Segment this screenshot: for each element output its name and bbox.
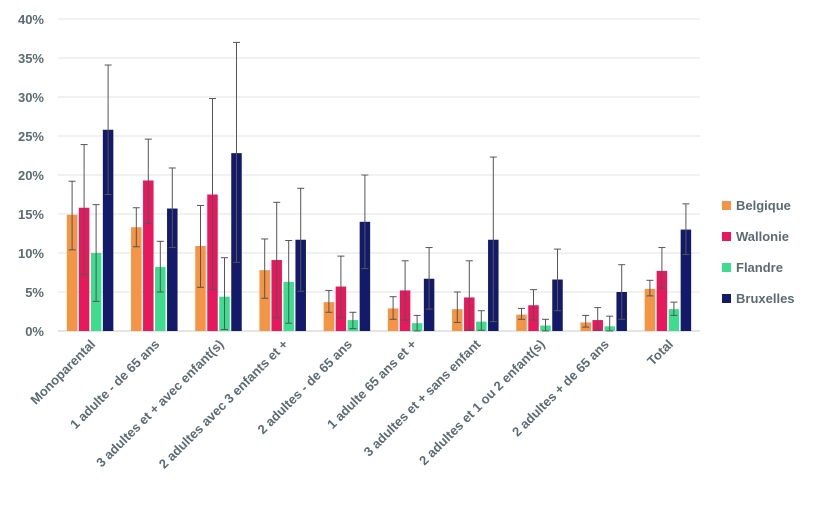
bars [66, 129, 692, 331]
error-bar-belgique-1-adulte-65-ans-et [389, 296, 397, 320]
bar-flandre-total [668, 309, 680, 331]
error-bar-flandre-monoparental [92, 204, 100, 302]
error-bar-wallonie-2-adultes-de-65-ans [594, 307, 602, 331]
x-tick-label-2-adultes-et-1-ou-2-enfant-s: 2 adultes et 1 ou 2 enfant(s) [416, 337, 548, 469]
error-bar-belgique-3-adultes-et-avec-enfant-s [197, 204, 204, 288]
y-tick-label: 0% [25, 324, 44, 339]
y-tick-label: 35% [18, 51, 44, 66]
legend-item-wallonie: Wallonie [722, 221, 812, 252]
legend-label-bruxelles: Bruxelles [736, 291, 795, 306]
x-tick-label-monoparental: Monoparental [27, 337, 98, 408]
bar-bruxelles-total [680, 229, 692, 331]
error-bar-flandre-1-adulte-de-65-ans [156, 240, 164, 293]
error-bar-wallonie-2-adultes-et-1-ou-2-enfant-s [530, 289, 537, 321]
error-bar-bruxelles-2-adultes-avec-3-enfants-et [297, 187, 305, 292]
x-tick-label-total: Total [644, 337, 676, 369]
legend-swatch-flandre [722, 263, 731, 272]
x-tick-label-2-adultes-avec-3-enfants-et: 2 adultes avec 3 enfants et + [156, 336, 291, 471]
bar-belgique-total [644, 288, 656, 331]
legend-item-bruxelles: Bruxelles [722, 283, 812, 314]
error-bars [68, 41, 690, 332]
legend-item-belgique: Belgique [722, 190, 812, 221]
error-bar-flandre-total [670, 301, 678, 316]
error-bar-belgique-2-adultes-et-1-ou-2-enfant-s [518, 307, 525, 320]
x-tick-label-3-adultes-et-avec-enfant-s: 3 adultes et + avec enfant(s) [93, 337, 226, 470]
y-axis-ticks: 0% 5% 10% 15% 20% 25% 30% 35% 40% [18, 12, 44, 339]
error-bar-flandre-2-adultes-de-65-ans [349, 311, 357, 330]
error-bar-bruxelles-1-adulte-de-65-ans [168, 167, 176, 249]
error-bar-flandre-1-adulte-65-ans-et [413, 314, 421, 332]
error-bar-wallonie-monoparental [80, 144, 88, 276]
error-bar-wallonie-1-adulte-de-65-ans [144, 138, 152, 224]
bar-belgique-monoparental [66, 214, 78, 331]
error-bar-flandre-3-adultes-et-avec-enfant-s [221, 257, 228, 330]
error-bar-wallonie-1-adulte-65-ans-et [401, 260, 409, 321]
legend-label-wallonie: Wallonie [736, 229, 789, 244]
error-bar-belgique-1-adulte-de-65-ans [132, 207, 140, 248]
y-tick-label: 40% [18, 12, 44, 27]
legend-swatch-bruxelles [722, 294, 731, 303]
y-tick-label: 20% [18, 168, 44, 183]
error-bar-belgique-monoparental [68, 180, 76, 251]
error-bar-bruxelles-2-adultes-de-65-ans [618, 264, 626, 320]
legend-item-flandre: Flandre [722, 252, 812, 283]
error-bar-bruxelles-1-adulte-65-ans-et [425, 247, 433, 310]
legend-swatch-belgique [722, 201, 731, 210]
error-bar-flandre-2-adultes-de-65-ans [606, 315, 614, 332]
error-bar-belgique-total [646, 279, 654, 297]
y-tick-label: 5% [25, 285, 44, 300]
y-tick-label: 15% [18, 207, 44, 222]
error-bar-bruxelles-monoparental [104, 64, 112, 195]
legend-label-belgique: Belgique [736, 198, 791, 213]
grid-lines [58, 18, 700, 332]
error-bar-belgique-2-adultes-de-65-ans [325, 289, 333, 313]
y-tick-label: 25% [18, 129, 44, 144]
error-bar-wallonie-2-adultes-de-65-ans [337, 255, 345, 319]
error-bar-flandre-3-adultes-et-sans-enfant [477, 310, 485, 331]
error-bar-bruxelles-2-adultes-et-1-ou-2-enfant-s [554, 248, 561, 312]
error-bar-bruxelles-2-adultes-de-65-ans [361, 174, 369, 270]
error-bar-wallonie-3-adultes-et-sans-enfant [465, 260, 473, 331]
bar-belgique-1-adulte-de-65-ans [131, 227, 142, 331]
error-bar-wallonie-2-adultes-avec-3-enfants-et [273, 201, 281, 319]
error-bar-bruxelles-3-adultes-et-sans-enfant [489, 156, 497, 323]
error-bar-belgique-2-adultes-avec-3-enfants-et [261, 238, 269, 299]
legend-swatch-wallonie [722, 232, 731, 241]
error-bar-flandre-2-adultes-et-1-ou-2-enfant-s [542, 318, 549, 332]
error-bar-bruxelles-total [682, 203, 690, 256]
legend: Belgique Wallonie Flandre Bruxelles [722, 190, 812, 314]
legend-label-flandre: Flandre [736, 260, 783, 275]
bar-flandre-1-adulte-de-65-ans [155, 267, 166, 331]
error-bar-wallonie-total [658, 247, 666, 289]
bar-bruxelles-2-adultes-de-65-ans [359, 221, 371, 331]
error-bar-bruxelles-3-adultes-et-avec-enfant-s [233, 41, 240, 263]
error-bar-belgique-2-adultes-de-65-ans [582, 314, 590, 328]
bar-bruxelles-monoparental [102, 129, 114, 331]
bar-wallonie-1-adulte-de-65-ans [143, 180, 154, 331]
bar-belgique-2-adultes-avec-3-enfants-et [259, 270, 270, 331]
bar-wallonie-total [656, 270, 668, 331]
y-tick-label: 30% [18, 90, 44, 105]
bar-belgique-3-adultes-et-avec-enfant-s [195, 245, 206, 331]
y-tick-label: 10% [18, 246, 44, 261]
bar-bruxelles-1-adulte-de-65-ans [167, 208, 178, 331]
bar-belgique-2-adultes-de-65-ans [323, 302, 335, 331]
error-bar-flandre-2-adultes-avec-3-enfants-et [285, 240, 293, 324]
x-tick-label-3-adultes-et-sans-enfant: 3 adultes et + sans enfant [361, 336, 484, 459]
bar-belgique-2-adultes-et-1-ou-2-enfant-s [516, 314, 527, 331]
error-bar-belgique-3-adultes-et-sans-enfant [453, 291, 461, 323]
error-bar-wallonie-3-adultes-et-avec-enfant-s [209, 98, 216, 291]
